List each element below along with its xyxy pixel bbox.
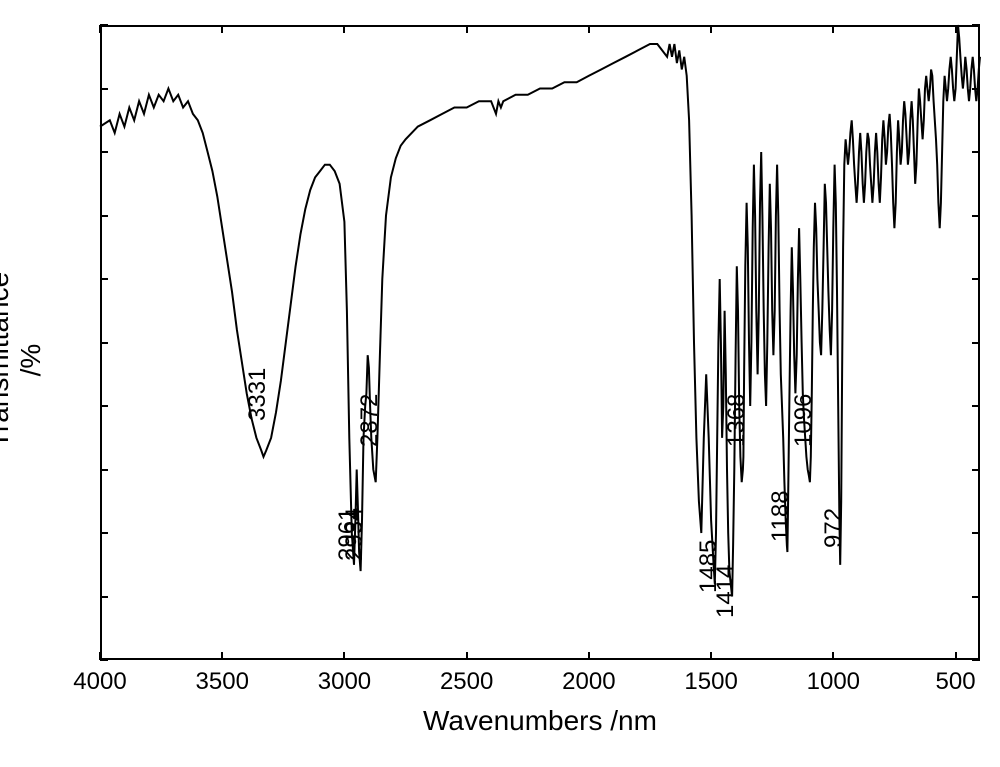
- x-tick-label: 2500: [440, 668, 493, 696]
- x-tick: [588, 652, 590, 660]
- peak-label: 1188: [767, 490, 795, 542]
- x-tick: [955, 652, 957, 660]
- y-axis-label: Transmittance /%: [0, 260, 47, 460]
- peak-label: 1096: [790, 393, 818, 446]
- y-tick: [972, 88, 980, 90]
- y-tick: [972, 405, 980, 407]
- x-tick: [832, 25, 834, 33]
- y-tick: [972, 469, 980, 471]
- spectrum-svg: [0, 0, 1000, 767]
- x-tick-label: 3000: [318, 668, 371, 696]
- x-tick: [466, 25, 468, 33]
- x-tick: [710, 652, 712, 660]
- x-tick: [955, 25, 957, 33]
- y-tick: [100, 342, 108, 344]
- x-tick: [221, 652, 223, 660]
- y-tick: [100, 596, 108, 598]
- x-tick-label: 3500: [196, 668, 249, 696]
- peak-label: 1368: [723, 393, 751, 446]
- y-tick: [972, 532, 980, 534]
- y-tick: [972, 278, 980, 280]
- x-tick: [343, 652, 345, 660]
- y-tick: [972, 24, 980, 26]
- spectrum-line: [100, 25, 980, 597]
- x-tick-label: 1000: [807, 668, 860, 696]
- x-tick-label: 4000: [73, 668, 126, 696]
- peak-label: 3331: [244, 368, 272, 421]
- peak-label: 972: [820, 508, 848, 548]
- x-tick: [343, 25, 345, 33]
- x-tick: [832, 652, 834, 660]
- x-tick-label: 500: [936, 668, 976, 696]
- y-tick: [100, 151, 108, 153]
- peak-label: 2872: [356, 393, 384, 446]
- y-tick: [972, 596, 980, 598]
- y-tick: [100, 215, 108, 217]
- x-tick-label: 2000: [562, 668, 615, 696]
- y-tick: [972, 151, 980, 153]
- y-tick: [972, 342, 980, 344]
- y-tick: [100, 24, 108, 26]
- x-tick-label: 1500: [684, 668, 737, 696]
- ir-spectrum-chart: Transmittance /% Wavenumbers /nm 4000 350…: [0, 0, 1000, 767]
- y-tick: [100, 469, 108, 471]
- x-axis-label: Wavenumbers /nm: [390, 705, 690, 737]
- peak-label: 2934: [341, 508, 369, 561]
- x-tick: [588, 25, 590, 33]
- x-tick: [710, 25, 712, 33]
- y-tick: [100, 405, 108, 407]
- y-tick: [100, 659, 108, 661]
- y-tick: [100, 88, 108, 90]
- y-tick: [972, 215, 980, 217]
- y-tick: [100, 532, 108, 534]
- x-tick: [466, 652, 468, 660]
- y-tick: [100, 278, 108, 280]
- x-tick: [221, 25, 223, 33]
- x-tick: [99, 25, 101, 33]
- peak-label: 1414: [712, 565, 740, 618]
- y-tick: [972, 659, 980, 661]
